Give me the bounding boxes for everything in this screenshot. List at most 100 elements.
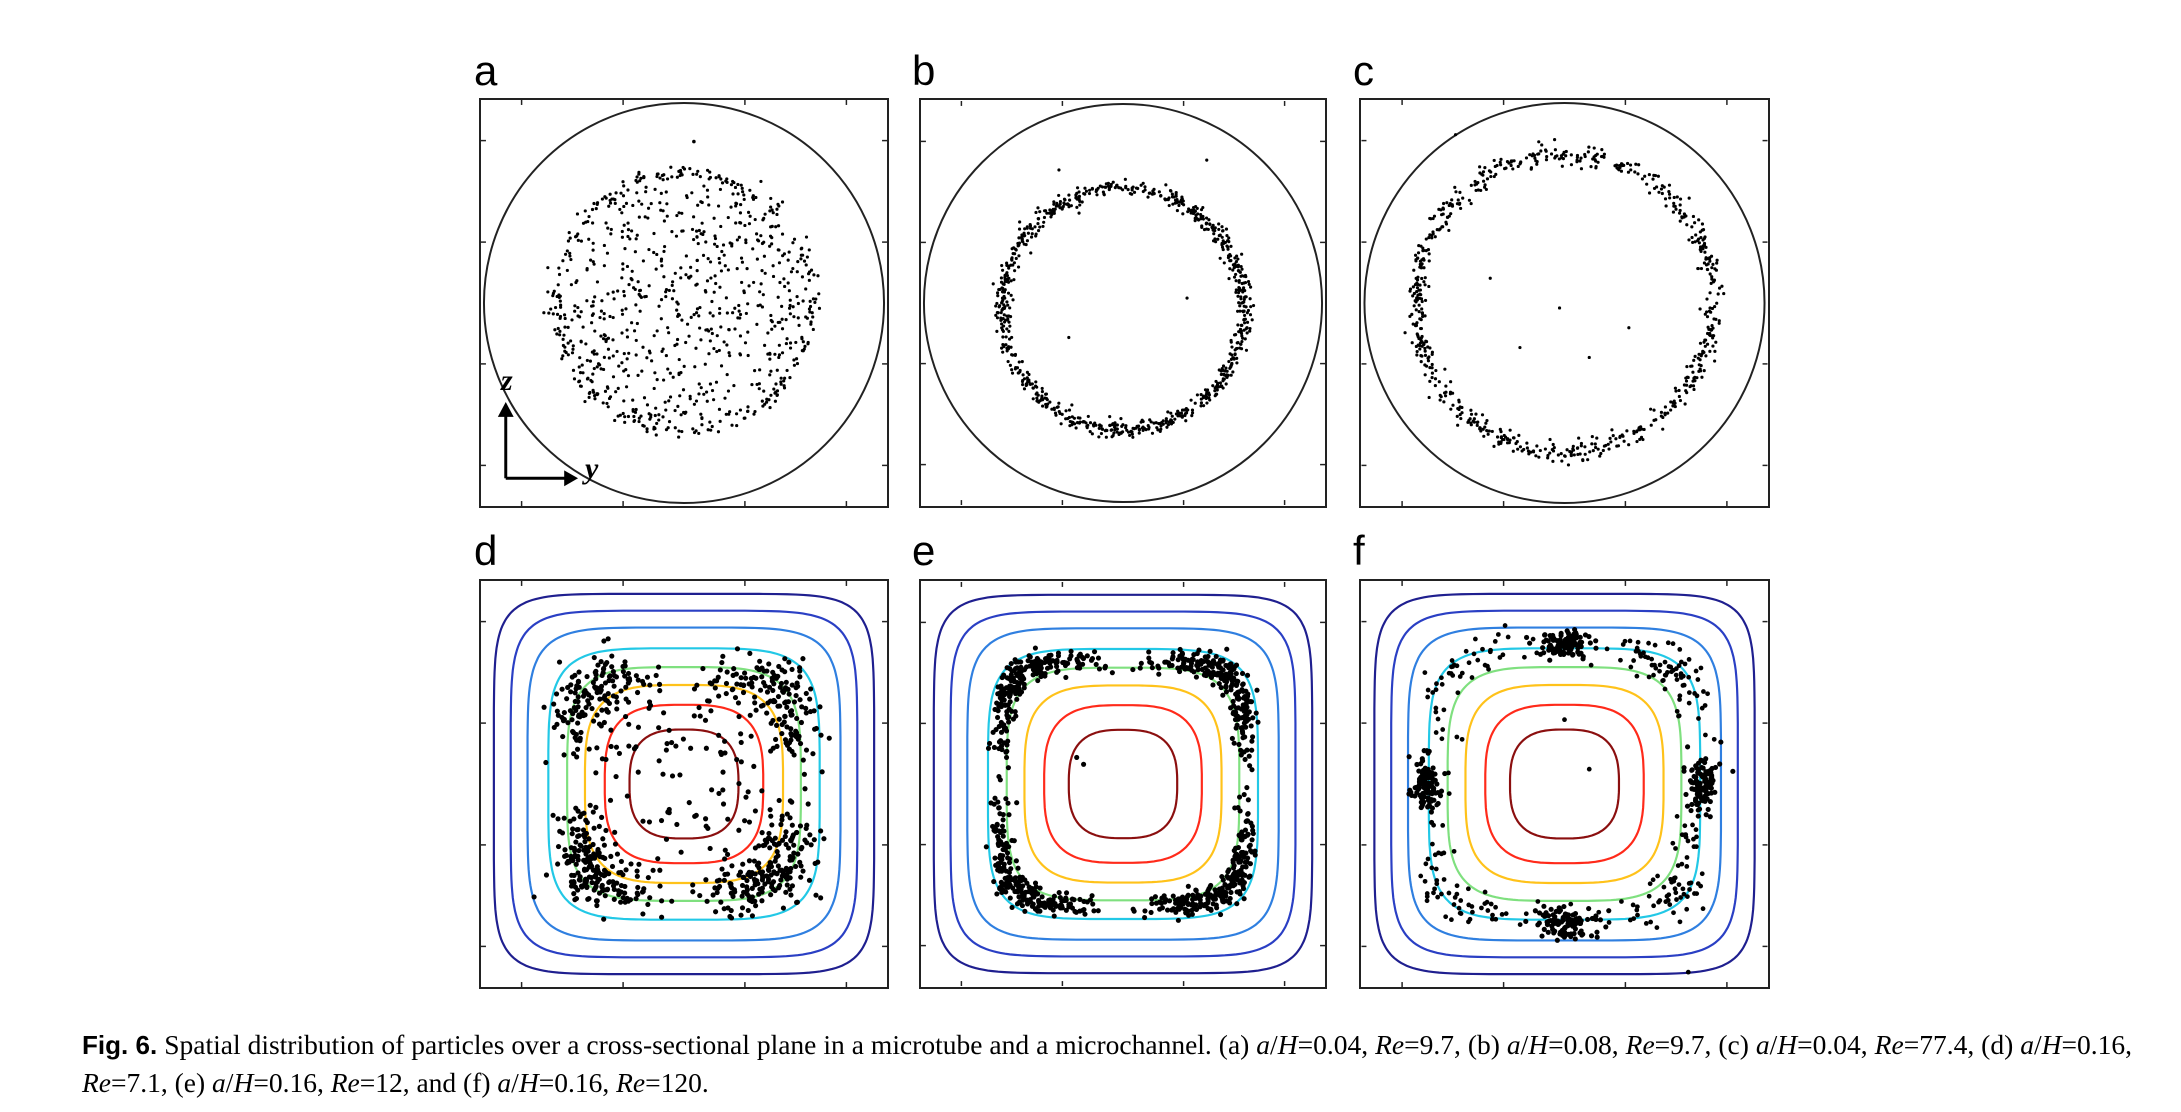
particle-point [594,712,600,718]
particle-point [1228,259,1232,263]
particle-point [675,342,679,346]
particle-point [1027,654,1033,660]
particle-point [1219,372,1223,377]
particle-point [760,399,764,403]
particle-point [688,394,692,398]
particle-point [1493,904,1498,910]
particle-point [1653,665,1659,671]
particle-point [1157,422,1161,426]
particle-point [738,334,743,338]
particle-point [816,274,820,278]
panel-e-svg [921,582,1325,986]
particle-point [621,411,625,416]
particle-point [773,399,777,403]
particle-point [1190,892,1196,898]
particle-point [1495,163,1499,168]
particle-point [794,899,800,905]
particle-point [731,666,737,672]
particle-point [1710,277,1714,281]
particle-point [1007,895,1013,901]
particle-point [1700,906,1706,912]
particle-point [626,374,631,378]
particle-point [613,201,617,205]
particle-point [1628,664,1634,670]
particle-point [1063,895,1069,901]
particle-point [793,685,799,691]
particle-point [700,665,706,672]
particle-point [731,179,735,183]
particle-point [1182,906,1188,912]
particle-point [1415,349,1419,354]
particle-point [1200,225,1204,229]
particle-point [1013,367,1017,371]
particle-point [1439,675,1444,681]
particle-point [1239,877,1245,883]
particle-point [655,856,661,862]
particle-point [1418,873,1424,879]
particle-point [667,331,671,335]
particle-point [1431,797,1437,803]
particle-point [717,407,722,411]
particle-point [572,884,579,890]
particle-point [720,787,726,793]
particle-point [1614,437,1618,441]
particle-point [688,167,692,171]
particle-point [1564,154,1568,158]
particle-point [1449,212,1453,216]
particle-point [1038,225,1042,229]
particle-point [739,882,746,888]
particle-point [1238,327,1243,332]
particle-point [1233,662,1240,668]
particle-point [1662,659,1668,665]
particle-point [1436,850,1441,856]
particle-point [777,684,783,690]
particle-point [757,658,763,664]
particle-point [1234,695,1240,701]
particle-point [1180,415,1184,419]
particle-point [1549,152,1554,156]
particle-point [789,883,796,889]
particle-point [625,264,630,269]
particle-point [602,243,606,248]
particle-point [575,694,581,700]
particle-point [1017,668,1023,674]
particle-point [983,844,989,850]
particle-point [1124,426,1128,430]
particle-point [1640,427,1644,431]
particle-point [1427,236,1431,240]
particle-point [1179,411,1184,415]
particle-point [575,870,581,876]
particle-point [647,682,653,688]
particle-point [692,215,696,219]
particle-point [708,420,712,424]
particle-point [602,855,608,861]
particle-point [1651,177,1655,181]
particle-point [595,866,601,873]
particle-point [1242,827,1249,833]
particle-point [1223,684,1229,690]
particle-point [791,305,795,309]
particle-point [657,883,663,889]
particle-point [1495,435,1500,439]
particle-point [1021,383,1025,387]
particle-point [1434,781,1440,787]
particle-point [1710,266,1714,270]
particle-point [694,311,699,315]
particle-point [625,328,629,332]
particle-point [1001,268,1005,272]
particle-point [648,417,652,421]
particle-point [1128,433,1132,438]
particle-point [1111,433,1115,438]
particle-point [610,879,616,885]
particle-point [587,237,591,241]
particle-point [796,260,800,264]
particle-point [1468,417,1472,421]
particle-point [1098,423,1102,427]
particle-point [1113,428,1117,432]
particle-point [543,759,549,766]
particle-point [1412,268,1416,272]
particle-point [1229,357,1233,361]
particle-point [1488,276,1492,280]
particle-point [717,175,721,179]
particle-point [1570,917,1576,924]
